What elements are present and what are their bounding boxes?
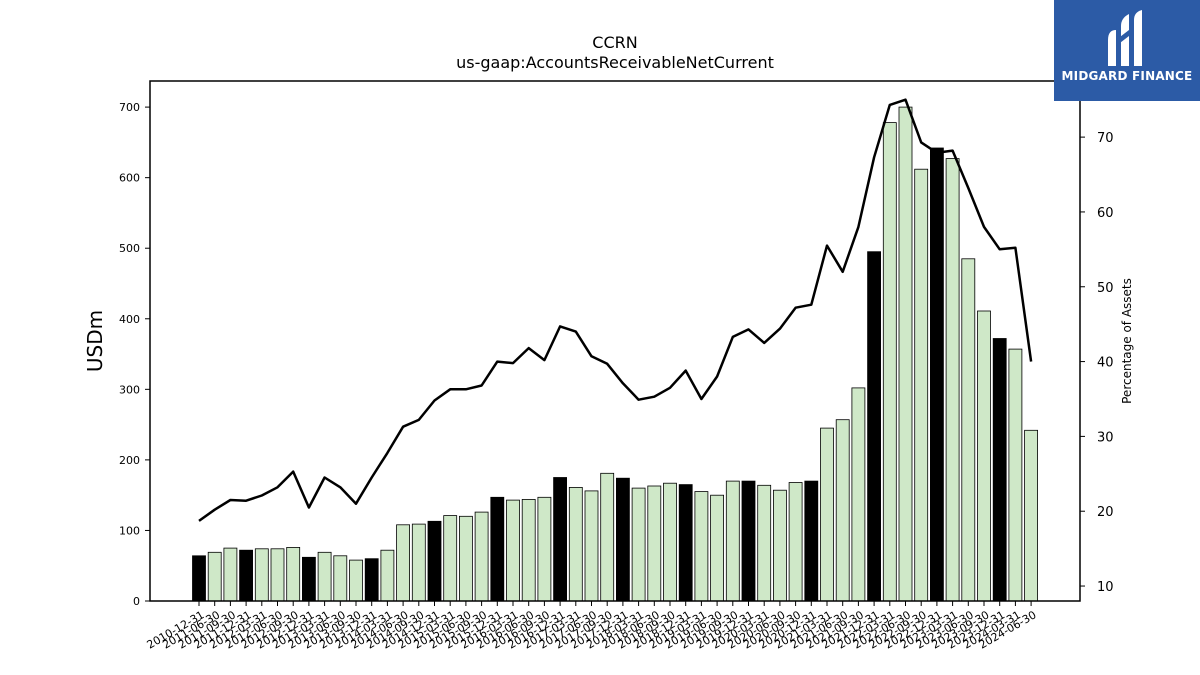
- bar-2012-06-30: [286, 547, 301, 602]
- bar-2023-06-30: [977, 310, 991, 602]
- line-group: [198, 98, 1033, 522]
- bar-2022-09-30: [930, 147, 944, 602]
- y-axis-right: 10 20 30 40 50 60 70: [1080, 131, 1114, 595]
- bar-2023-09-30: [992, 338, 1007, 602]
- bar-2021-09-30: [867, 251, 881, 602]
- bar-2019-03-31: [710, 494, 724, 602]
- x-axis: 2010-12-312011-06-302011-09-302011-12-31…: [145, 601, 1039, 652]
- y-right-tick-label: 10: [1097, 580, 1114, 595]
- bar-2018-12-31: [694, 491, 709, 602]
- logo-mark-icon: [1108, 10, 1142, 66]
- y-tick-label: 700: [119, 101, 140, 114]
- bar-2015-12-31: [506, 499, 520, 602]
- bar-2021-12-31: [882, 122, 897, 602]
- y-right-tick-label: 40: [1097, 356, 1114, 371]
- bar-2015-06-30: [474, 511, 489, 602]
- bar-2013-03-31: [333, 555, 348, 602]
- y-tick-label: 500: [119, 242, 140, 255]
- bar-2012-09-30: [301, 556, 316, 602]
- bar-2022-12-31: [945, 158, 960, 602]
- bar-2014-12-31: [443, 515, 458, 602]
- bar-2012-03-31: [270, 548, 285, 602]
- y-axis-left: 0 100 200 300 400 500 600 700: [119, 101, 150, 608]
- y-tick-label: 0: [133, 595, 140, 608]
- bar-group: [192, 106, 1038, 602]
- bar-2015-09-30: [490, 496, 505, 602]
- bar-2021-03-31: [835, 419, 850, 602]
- bar-2020-09-30: [804, 480, 819, 602]
- y-tick-label: 200: [119, 454, 140, 467]
- y-tick-label: 100: [119, 524, 140, 537]
- bar-2011-06-30: [223, 547, 238, 602]
- bar-2015-03-31: [458, 515, 473, 602]
- chart-title: CCRN: [592, 33, 637, 52]
- bar-2020-12-31: [820, 427, 834, 602]
- bar-2021-06-30: [851, 387, 866, 602]
- series-line-percentage-of-assets: [198, 98, 1033, 522]
- y-right-tick-label: 30: [1097, 430, 1114, 445]
- bar-2022-03-31: [898, 106, 913, 602]
- bar-2017-03-31: [584, 490, 599, 602]
- bar-2019-09-30: [741, 480, 756, 602]
- y-tick-label: 600: [119, 172, 140, 185]
- y-tick-label: 400: [119, 313, 140, 326]
- bar-2016-09-30: [553, 477, 567, 602]
- midgard-finance-logo: MIDGARD FINANCE: [1054, 0, 1200, 101]
- bar-2016-03-31: [521, 498, 536, 602]
- bar-2020-03-31: [773, 489, 787, 602]
- bar-2020-06-30: [788, 482, 803, 602]
- bar-2016-06-30: [537, 496, 552, 602]
- y-right-tick-label: 70: [1097, 131, 1114, 146]
- bar-2017-06-30: [600, 472, 615, 602]
- bar-2019-12-31: [757, 484, 772, 602]
- chart-subtitle: us-gaap:AccountsReceivableNetCurrent: [456, 53, 774, 72]
- bar-2013-06-30: [349, 559, 363, 602]
- bar-2011-09-30: [239, 549, 254, 602]
- bar-2014-09-30: [427, 520, 442, 602]
- bar-2018-06-30: [663, 482, 677, 602]
- bar-2011-12-31: [254, 548, 269, 602]
- y-right-tick-label: 20: [1097, 505, 1114, 520]
- bar-2022-06-30: [914, 168, 929, 602]
- y-axis-label: USDm: [83, 310, 107, 372]
- bar-2012-12-31: [317, 551, 332, 602]
- bar-2017-12-31: [631, 487, 646, 602]
- bar-2011-03-31: [207, 551, 222, 602]
- bar-2018-03-31: [647, 485, 662, 602]
- y-right-tick-label: 60: [1097, 206, 1114, 221]
- y-axis-right-label: Percentage of Assets: [1120, 278, 1134, 404]
- logo-text: MIDGARD FINANCE: [1061, 69, 1193, 83]
- bar-2023-03-31: [961, 258, 976, 602]
- bar-2016-12-31: [568, 486, 583, 602]
- bar-2010-12-31: [192, 555, 206, 602]
- y-right-tick-label: 50: [1097, 281, 1114, 296]
- bar-2013-12-31: [380, 549, 395, 602]
- bar-2023-12-31: [1008, 348, 1023, 602]
- bar-2017-09-30: [616, 477, 630, 602]
- plot-frame: [149, 80, 1081, 602]
- bar-2014-03-31: [396, 524, 411, 602]
- bar-2014-06-30: [411, 523, 426, 602]
- bar-2018-09-30: [678, 484, 693, 602]
- bar-2019-06-30: [725, 480, 740, 602]
- y-tick-label: 300: [119, 383, 140, 396]
- bar-2024-03-31: [1024, 429, 1038, 602]
- bar-2013-09-30: [364, 558, 379, 602]
